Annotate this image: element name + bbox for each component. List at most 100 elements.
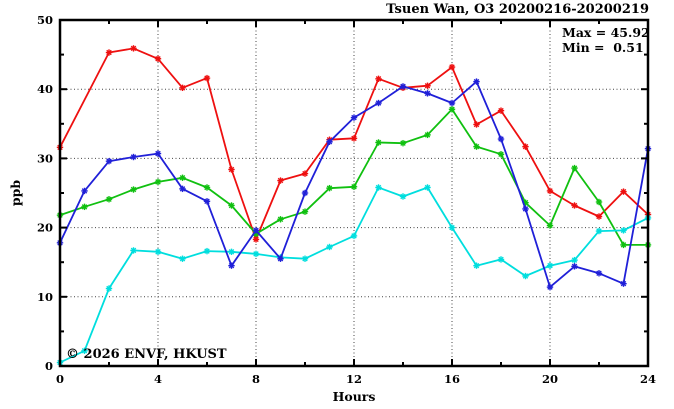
series-series-1-red <box>56 45 652 243</box>
tick-labels-layer: 0 4 8 12 16 20 24 0 10 20 30 40 50 <box>37 13 656 386</box>
data-point-marker <box>105 285 113 292</box>
data-point-marker <box>228 202 235 209</box>
data-point-marker <box>473 78 480 85</box>
data-point-marker <box>81 347 88 354</box>
data-point-marker <box>203 74 211 82</box>
data-point-marker <box>277 177 284 184</box>
data-point-marker <box>130 247 137 254</box>
data-point-marker <box>203 247 211 255</box>
data-point-marker <box>620 227 627 234</box>
data-point-marker <box>571 263 578 270</box>
data-point-marker <box>252 236 260 243</box>
watermark: © 2026 ENVF, HKUST <box>66 347 227 362</box>
data-point-marker <box>326 243 333 251</box>
data-point-marker <box>301 189 309 197</box>
data-point-marker <box>375 75 382 83</box>
data-point-marker <box>179 84 186 92</box>
data-point-marker <box>130 186 137 193</box>
data-point-marker <box>448 63 456 71</box>
data-point-marker <box>179 255 186 262</box>
data-point-marker <box>497 256 505 263</box>
data-point-marker <box>228 166 235 173</box>
x-tick-label-16: 16 <box>444 372 460 386</box>
data-point-marker <box>399 193 407 200</box>
data-point-marker <box>154 178 162 186</box>
data-point-marker <box>399 139 407 147</box>
data-point-marker <box>130 45 137 52</box>
data-point-marker <box>497 135 505 143</box>
data-point-marker <box>375 99 382 107</box>
y-tick-label-10: 10 <box>37 290 53 304</box>
data-point-marker <box>571 256 578 264</box>
data-point-marker <box>497 107 505 114</box>
data-point-marker <box>252 227 260 234</box>
data-point-marker <box>399 83 407 90</box>
ticks-layer <box>59 19 649 367</box>
data-point-marker <box>448 224 456 231</box>
data-point-marker <box>252 250 260 258</box>
data-point-marker <box>448 99 456 107</box>
data-point-marker <box>522 205 529 213</box>
data-point-marker <box>179 174 186 181</box>
min-annotation: Min = 0.51 <box>562 40 644 55</box>
data-point-marker <box>620 241 627 249</box>
data-point-marker <box>154 55 162 62</box>
max-annotation: Max = 45.92 <box>562 25 650 40</box>
data-point-marker <box>203 198 211 205</box>
data-point-marker <box>595 270 603 277</box>
data-point-marker <box>228 248 235 256</box>
x-tick-label-0: 0 <box>56 372 64 386</box>
x-axis-label: Hours <box>333 389 376 404</box>
x-tick-label-4: 4 <box>154 372 162 386</box>
data-point-marker <box>546 283 554 291</box>
data-point-marker <box>228 262 235 269</box>
y-tick-label-0: 0 <box>45 359 53 373</box>
data-point-marker <box>424 82 431 89</box>
data-point-marker <box>571 164 578 172</box>
data-point-marker <box>154 248 162 256</box>
data-point-marker <box>448 106 456 113</box>
data-point-marker <box>424 90 431 97</box>
series-line-series-3-green <box>59 108 648 246</box>
gridlines-layer <box>60 20 648 366</box>
y-tick-label-30: 30 <box>37 151 53 165</box>
data-point-marker <box>595 227 603 235</box>
data-point-marker <box>620 188 627 195</box>
data-point-marker <box>179 185 186 193</box>
data-point-marker <box>473 143 480 150</box>
data-point-marker <box>546 222 554 229</box>
data-point-marker <box>620 280 627 287</box>
chart-title: Tsuen Wan, O3 20200216-20200219 <box>386 2 649 17</box>
data-point-marker <box>497 151 505 158</box>
x-tick-label-12: 12 <box>346 372 362 386</box>
series-layer <box>56 45 652 366</box>
data-point-marker <box>595 198 603 206</box>
data-point-marker <box>81 203 88 211</box>
data-point-marker <box>571 202 578 209</box>
data-point-marker <box>350 232 358 240</box>
data-point-marker <box>277 255 284 262</box>
data-point-marker <box>375 184 382 191</box>
data-point-marker <box>81 187 88 195</box>
data-point-marker <box>595 213 603 220</box>
series-series-4-cyan <box>56 184 652 366</box>
data-point-marker <box>301 208 309 215</box>
y-tick-label-20: 20 <box>37 221 53 235</box>
y-tick-label-40: 40 <box>37 82 53 96</box>
data-point-marker <box>424 131 431 139</box>
data-point-marker <box>546 262 554 269</box>
data-point-marker <box>203 184 211 191</box>
series-line-series-1-red <box>59 47 649 241</box>
data-point-marker <box>375 139 382 146</box>
data-point-marker <box>350 183 358 190</box>
data-point-marker <box>350 114 358 121</box>
data-point-marker <box>105 49 113 56</box>
y-tick-label-50: 50 <box>37 13 53 27</box>
data-point-marker <box>522 272 529 280</box>
data-point-marker <box>105 157 113 165</box>
data-point-marker <box>326 138 333 145</box>
data-point-marker <box>350 135 358 142</box>
data-point-marker <box>105 196 113 203</box>
